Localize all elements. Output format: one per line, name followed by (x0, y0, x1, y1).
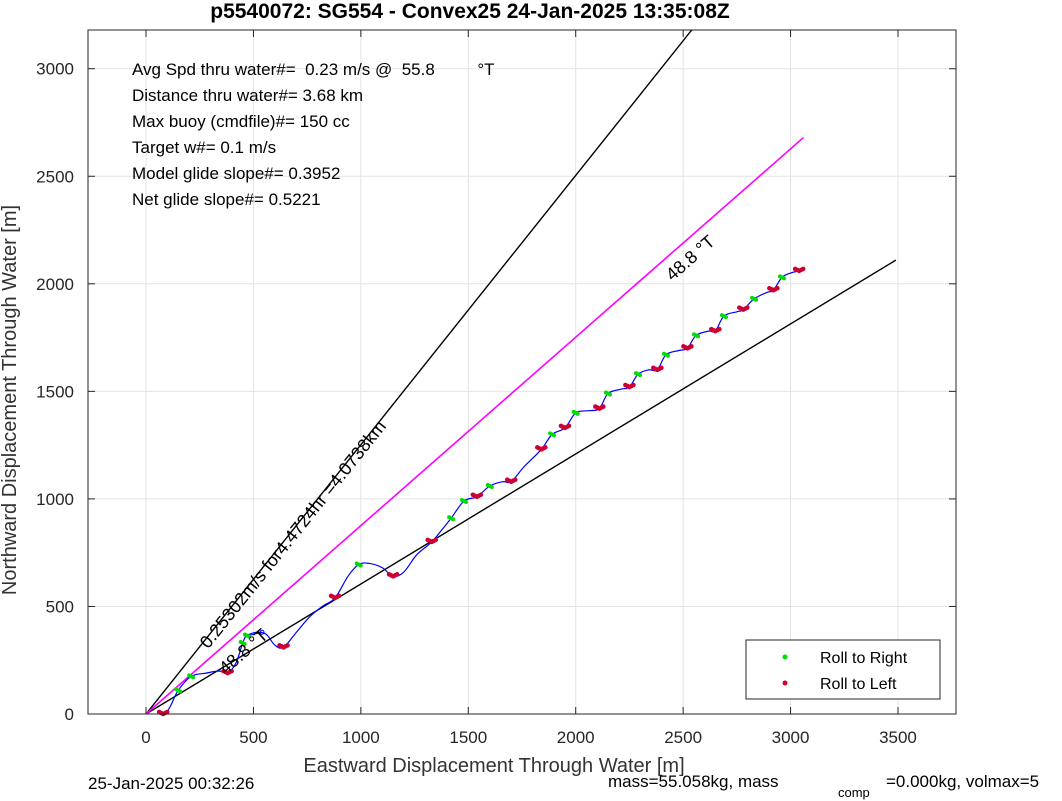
upper-bound-line (145, 30, 693, 714)
x-axis-label: Eastward Displacement Through Water [m] (303, 755, 684, 777)
roll-left-point (744, 305, 750, 310)
footer-mass-tail: =0.000kg, volmax=5 (886, 772, 1039, 791)
footer-mass-subscript: comp (838, 785, 870, 800)
chart-title: p5540072: SG554 - Convex25 24-Jan-2025 1… (210, 0, 730, 23)
roll-right-point (723, 315, 728, 320)
y-tick-label: 1500 (36, 382, 74, 401)
roll-left-point (336, 593, 342, 599)
roll-left-point (601, 404, 606, 409)
stat-max-buoy: Max buoy (cmdfile)#= 150 cc (132, 112, 350, 131)
x-tick-label: 500 (239, 728, 267, 747)
roll-right-point (358, 563, 363, 568)
roll-left-point (285, 643, 290, 648)
y-axis-label: Northward Displacement Through Water [m] (0, 205, 21, 595)
x-tick-label: 1000 (342, 728, 380, 747)
legend-marker-roll-right (782, 654, 788, 660)
roll-left-point (689, 344, 694, 349)
y-tick-label: 0 (65, 705, 74, 724)
stat-model-glide: Model glide slope#= 0.3952 (132, 164, 340, 183)
stat-distance: Distance thru water#= 3.68 km (132, 86, 363, 105)
x-tick-label: 2500 (664, 728, 702, 747)
roll-left-point (394, 572, 400, 577)
x-tick-label: 0 (141, 728, 150, 747)
y-tick-label: 3000 (36, 60, 74, 79)
roll-left-point (164, 709, 170, 715)
current-arrow-head (259, 629, 265, 635)
stat-target-w: Target w#= 0.1 m/s (132, 138, 276, 157)
stat-avg-speed: Avg Spd thru water#= 0.23 m/s @ 55.8 °T (132, 60, 495, 79)
roll-right-point (575, 411, 580, 416)
legend-label-roll-left: Roll to Left (820, 676, 897, 693)
roll-left-point (433, 537, 439, 543)
roll-left-point (478, 492, 484, 498)
y-tick-label: 500 (46, 597, 74, 616)
roll-right-point (451, 517, 456, 522)
roll-right-point (696, 334, 701, 339)
footer-timestamp: 25-Jan-2025 00:32:26 (88, 774, 254, 793)
footer-mass: mass=55.058kg, mass (608, 772, 779, 791)
roll-right-point (191, 675, 196, 680)
roll-left-point (566, 423, 572, 429)
roll-right-point (178, 689, 183, 694)
plot-frame (87, 29, 957, 715)
y-ticks: 0 500 1000 1500 2000 2500 3000 (36, 60, 956, 724)
roll-right-point (781, 276, 786, 281)
roll-left-point (717, 326, 722, 332)
heading-line-line (145, 136, 804, 714)
y-tick-label: 2000 (36, 275, 74, 294)
y-tick-label: 2500 (36, 167, 74, 186)
roll-left-point (543, 445, 548, 450)
roll-right-point (638, 373, 643, 378)
stats-block: Avg Spd thru water#= 0.23 m/s @ 55.8 °T … (132, 60, 495, 209)
y-tick-label: 1000 (36, 490, 74, 509)
roll-right-point (552, 433, 557, 438)
legend-box (745, 639, 941, 700)
x-tick-label: 1500 (449, 728, 487, 747)
roll-left-point (229, 668, 234, 674)
roll-left-point (800, 266, 806, 272)
legend-marker-roll-left (782, 680, 788, 686)
roll-right-point (489, 485, 494, 489)
roll-left-point (631, 382, 636, 388)
roll-right-point (242, 642, 247, 647)
roll-markers (156, 266, 806, 717)
roll-left-point (775, 285, 780, 291)
x-ticks: 0 500 1000 1500 2000 2500 3000 3500 (141, 30, 917, 747)
roll-right-point (246, 634, 251, 639)
legend-label-roll-right: Roll to Right (820, 650, 908, 667)
x-tick-label: 3000 (772, 728, 810, 747)
roll-right-point (463, 500, 468, 505)
roll-right-point (754, 297, 759, 302)
legend: Roll to Right Roll to Left (745, 639, 941, 700)
lower-bound-line (145, 259, 897, 714)
reference-lines (145, 30, 897, 714)
x-tick-label: 2000 (557, 728, 595, 747)
roll-left-point (512, 477, 518, 482)
roll-left-point (659, 365, 664, 371)
roll-right-point (607, 392, 612, 397)
plot-area (88, 30, 956, 714)
x-tick-label: 3500 (879, 728, 917, 747)
stat-net-glide: Net glide slope#= 0.5221 (132, 190, 321, 209)
roll-right-point (665, 353, 670, 358)
